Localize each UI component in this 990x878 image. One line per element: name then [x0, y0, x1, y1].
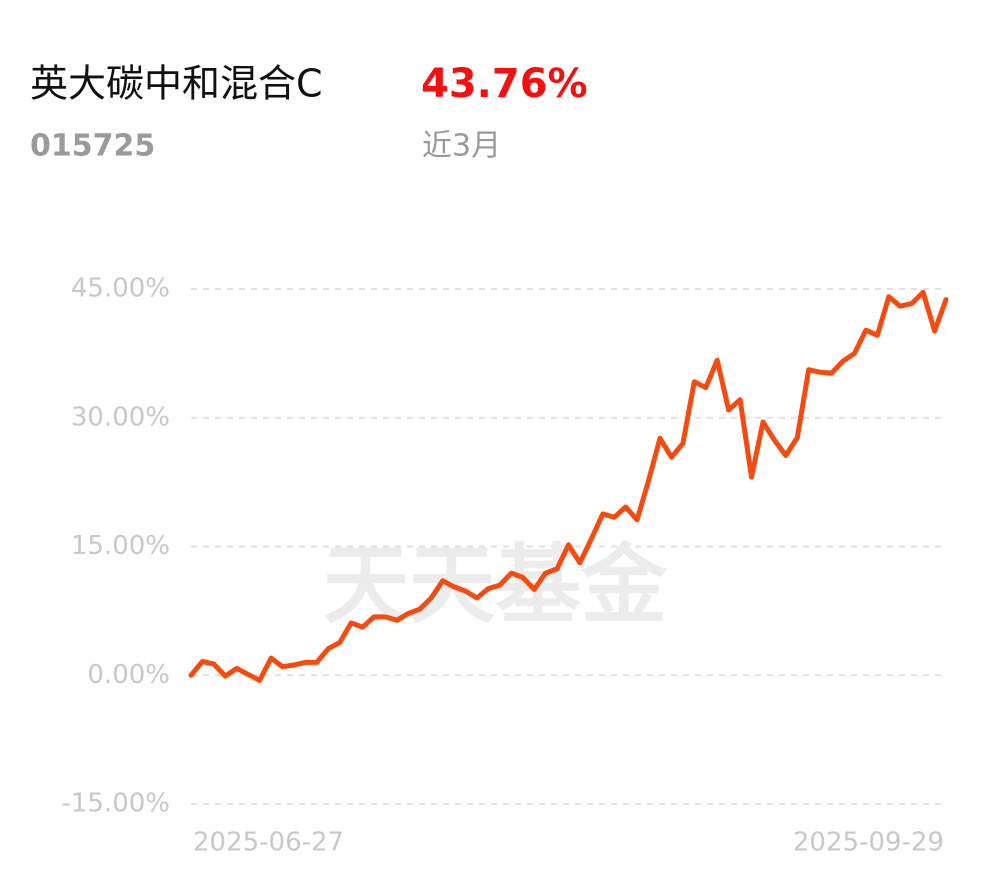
- period-return: 43.76%: [421, 61, 588, 107]
- chart-title: 英大碳中和混合C: [30, 62, 323, 106]
- series-line: [188, 289, 949, 683]
- fund-code: 015725: [30, 129, 155, 164]
- y-tick-label: 30.00%: [71, 402, 170, 432]
- x-tick-label: 2025-09-29: [793, 828, 944, 858]
- period-label: 近3月: [422, 129, 501, 164]
- y-tick-label: 0.00%: [87, 660, 170, 690]
- y-tick-label: 45.00%: [71, 274, 170, 304]
- x-tick-label: 2025-06-27: [193, 828, 344, 858]
- y-tick-label: -15.00%: [61, 789, 170, 819]
- y-tick-label: 15.00%: [71, 531, 170, 561]
